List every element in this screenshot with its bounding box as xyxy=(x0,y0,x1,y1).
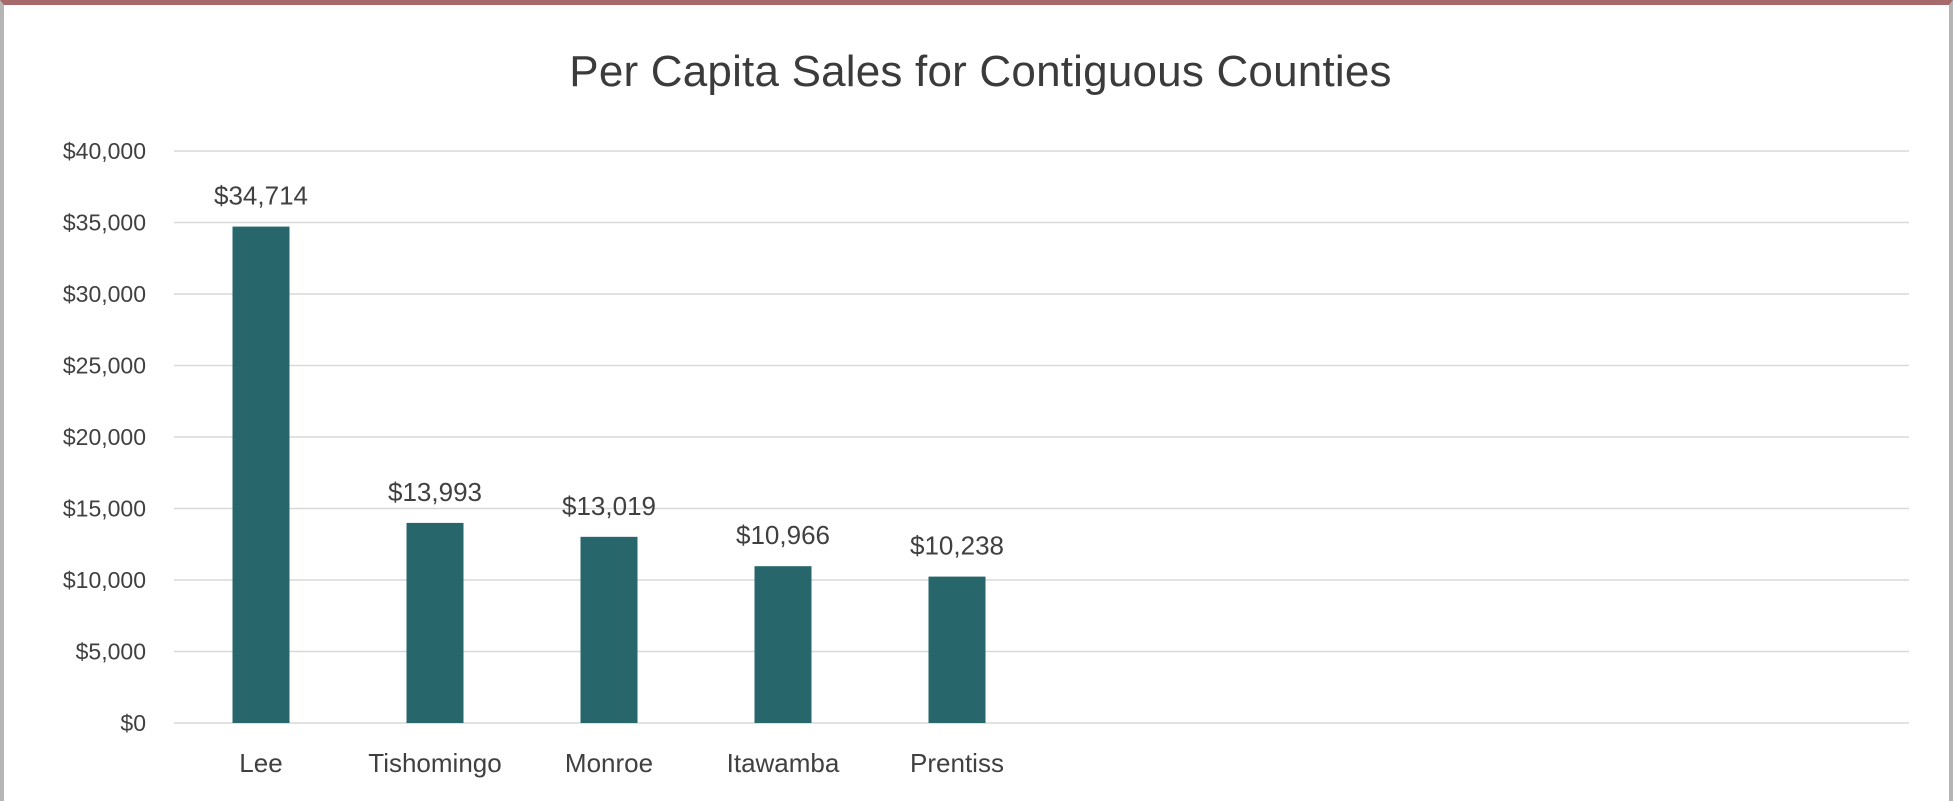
bars xyxy=(232,226,986,724)
bar-prentiss xyxy=(928,576,986,723)
y-tick-label: $0 xyxy=(120,710,146,736)
bar-tishomingo xyxy=(406,522,464,723)
x-tick-label: Lee xyxy=(239,748,282,778)
bar-itawamba xyxy=(754,566,812,723)
y-tick-label: $10,000 xyxy=(63,567,146,593)
data-label: $10,966 xyxy=(736,520,830,550)
y-tick-label: $30,000 xyxy=(63,281,146,307)
data-label: $13,019 xyxy=(562,491,656,521)
bar-lee xyxy=(232,226,290,724)
y-tick-label: $5,000 xyxy=(76,639,146,665)
data-label: $13,993 xyxy=(388,477,482,507)
x-tick-label: Itawamba xyxy=(727,748,840,778)
y-tick-label: $15,000 xyxy=(63,496,146,522)
bar-monroe xyxy=(580,536,638,723)
data-label: $34,714 xyxy=(214,181,308,211)
y-axis-ticks: $0 $5,000 $10,000 $15,000 $20,000 $25,000 $30,… xyxy=(63,138,146,736)
y-tick-label: $20,000 xyxy=(63,424,146,450)
bar-chart: $0 $5,000 $10,000 $15,000 $20,000 $25,000 $30,… xyxy=(63,138,1909,778)
data-labels: $34,714 $13,993 $13,019 $10,966 $10,238 xyxy=(214,181,1004,561)
x-tick-label: Monroe xyxy=(565,748,653,778)
y-tick-label: $40,000 xyxy=(63,138,146,164)
data-label: $10,238 xyxy=(910,531,1004,561)
x-tick-label: Tishomingo xyxy=(368,748,501,778)
chart-title: Per Capita Sales for Contiguous Counties xyxy=(569,47,1392,96)
y-tick-label: $25,000 xyxy=(63,353,146,379)
x-axis-ticks: Lee Tishomingo Monroe Itawamba Prentiss xyxy=(239,748,1004,778)
y-tick-label: $35,000 xyxy=(63,210,146,236)
x-tick-label: Prentiss xyxy=(910,748,1004,778)
